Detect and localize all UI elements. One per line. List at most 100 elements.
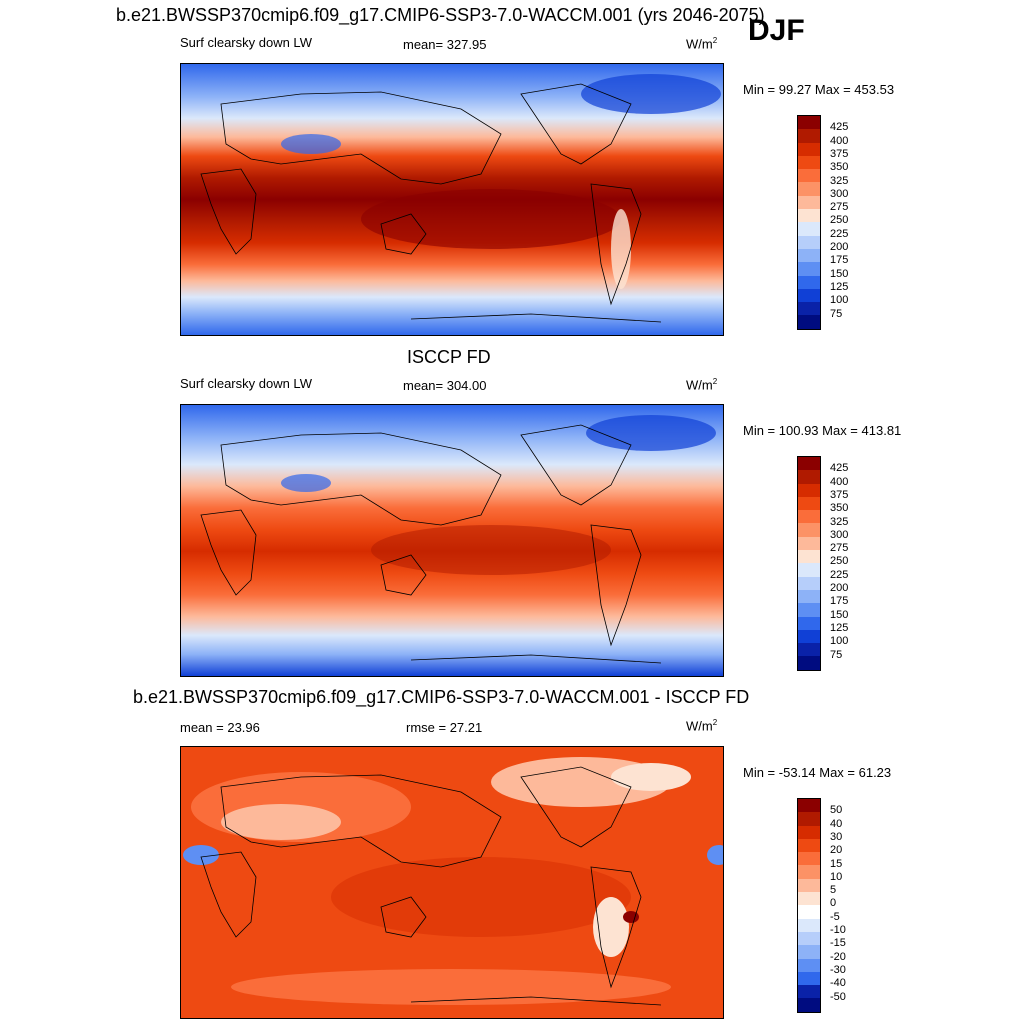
colorbar-label: 425 (830, 462, 849, 475)
panel3-title: b.e21.BWSSP370cmip6.f09_g17.CMIP6-SSP3-7… (133, 687, 750, 707)
colorbar-swatch (798, 195, 820, 210)
colorbar-label: 175 (830, 595, 849, 608)
colorbar-swatch (798, 918, 820, 932)
colorbar-label: 250 (830, 214, 849, 227)
colorbar-swatch (798, 878, 820, 893)
colorbar-swatch (798, 510, 820, 524)
colorbar-label: 375 (830, 488, 849, 501)
panel2-map-field (181, 405, 723, 676)
colorbar-swatch (798, 182, 820, 196)
colorbar-swatch (798, 470, 820, 484)
colorbar-label: 400 (830, 134, 849, 147)
colorbar-label: -15 (830, 937, 846, 950)
colorbar-label: 325 (830, 515, 849, 528)
colorbar-swatch (798, 129, 820, 143)
colorbar-swatch (798, 235, 820, 249)
colorbar-swatch (798, 457, 820, 471)
colorbar-swatch (798, 905, 820, 919)
colorbar-swatch (798, 971, 820, 986)
colorbar-swatch (798, 643, 820, 657)
colorbar-swatch (798, 812, 820, 826)
colorbar-swatch (798, 275, 820, 289)
panel2-colorbar (797, 456, 821, 671)
panel3-rmse-label: rmse = 27.21 (406, 720, 483, 735)
colorbar-label: 125 (830, 280, 849, 293)
colorbar-label: -40 (830, 977, 846, 990)
colorbar-swatch (798, 931, 820, 946)
colorbar-swatch (798, 799, 820, 813)
colorbar-swatch (798, 483, 820, 497)
colorbar-label: 375 (830, 147, 849, 160)
colorbar-label: -10 (830, 924, 846, 936)
colorbar-label: 20 (830, 844, 843, 857)
colorbar-swatch (798, 958, 820, 972)
colorbar-label: 150 (830, 608, 849, 621)
panel3-minmax: Min = -53.14 Max = 61.23 (743, 765, 892, 780)
panel3-units: W/m2 (686, 718, 718, 734)
colorbar-swatch (798, 838, 820, 853)
colorbar-label: 100 (830, 635, 849, 648)
colorbar-swatch (798, 892, 820, 906)
colorbar-label: 175 (830, 254, 849, 267)
colorbar-label: 200 (830, 241, 849, 253)
colorbar-swatch (798, 576, 820, 590)
colorbar-label: 400 (830, 475, 849, 488)
colorbar-swatch (798, 616, 820, 630)
panel2-mean-label: mean= 304.00 (403, 378, 487, 393)
colorbar-label: 325 (830, 174, 849, 187)
colorbar-label: 350 (830, 161, 849, 174)
colorbar-swatch (798, 656, 820, 670)
colorbar-swatch (798, 209, 820, 223)
colorbar-label: 100 (830, 294, 849, 307)
colorbar-label: 30 (830, 830, 843, 843)
colorbar-swatch (798, 496, 820, 511)
colorbar-label: 425 (830, 121, 849, 134)
colorbar-label: 15 (830, 857, 843, 870)
panel3-colorbar (797, 798, 821, 1013)
colorbar-label: 225 (830, 227, 849, 240)
colorbar-label: 250 (830, 555, 849, 568)
colorbar-label: 150 (830, 267, 849, 280)
colorbar-swatch (798, 302, 820, 316)
colorbar-swatch (798, 825, 820, 839)
panel3-map (180, 746, 724, 1019)
panel2-minmax: Min = 100.93 Max = 413.81 (743, 423, 902, 438)
panel1-map (180, 63, 724, 336)
panel3-map-field (181, 747, 723, 1018)
colorbar-swatch (798, 142, 820, 156)
colorbar-swatch (798, 262, 820, 276)
colorbar-swatch (798, 169, 820, 183)
colorbar-label: 75 (830, 307, 843, 320)
panel1-title: b.e21.BWSSP370cmip6.f09_g17.CMIP6-SSP3-7… (116, 5, 765, 25)
colorbar-label: -50 (830, 990, 846, 1003)
colorbar-swatch (798, 945, 820, 959)
colorbar-label: -30 (830, 963, 846, 976)
colorbar-label: 5 (830, 884, 837, 897)
season-label: DJF (748, 14, 805, 47)
colorbar-label: 50 (830, 804, 843, 817)
colorbar-swatch (798, 629, 820, 644)
colorbar-swatch (798, 589, 820, 604)
colorbar-label: 225 (830, 568, 849, 581)
colorbar-label: 275 (830, 201, 849, 214)
panel2-map (180, 404, 724, 677)
colorbar-label: 40 (830, 817, 843, 830)
colorbar-label: -5 (830, 910, 840, 923)
colorbar-label: 75 (830, 648, 843, 661)
colorbar-label: 0 (830, 897, 837, 910)
panel2-title: ISCCP FD (407, 347, 491, 367)
colorbar-swatch (798, 563, 820, 577)
colorbar-swatch (798, 852, 820, 866)
colorbar-label: 275 (830, 542, 849, 555)
colorbar-swatch (798, 603, 820, 617)
panel3-mean-label: mean = 23.96 (180, 720, 260, 735)
colorbar-swatch (798, 536, 820, 551)
colorbar-swatch (798, 865, 820, 879)
panel1-minmax: Min = 99.27 Max = 453.53 (743, 82, 895, 97)
colorbar-label: 10 (830, 870, 843, 883)
colorbar-label: 300 (830, 528, 849, 541)
panel1-variable-label: Surf clearsky down LW (180, 35, 312, 50)
colorbar-swatch (798, 523, 820, 537)
colorbar-swatch (798, 550, 820, 564)
colorbar-label: -20 (830, 950, 846, 963)
